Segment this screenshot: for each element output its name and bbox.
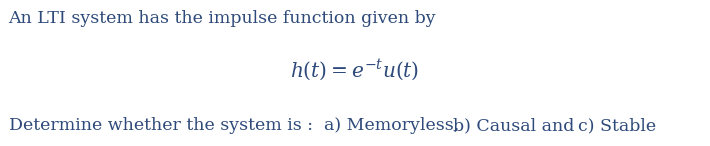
Text: An LTI system has the impulse function given by: An LTI system has the impulse function g… <box>9 10 436 27</box>
Text: Determine whether the system is :  a) Memoryless,: Determine whether the system is : a) Mem… <box>9 117 459 134</box>
Text: b) Causal and: b) Causal and <box>453 117 574 134</box>
Text: $h(t) = e^{-t}u(t)$: $h(t) = e^{-t}u(t)$ <box>290 58 420 82</box>
Text: c) Stable: c) Stable <box>578 117 656 134</box>
